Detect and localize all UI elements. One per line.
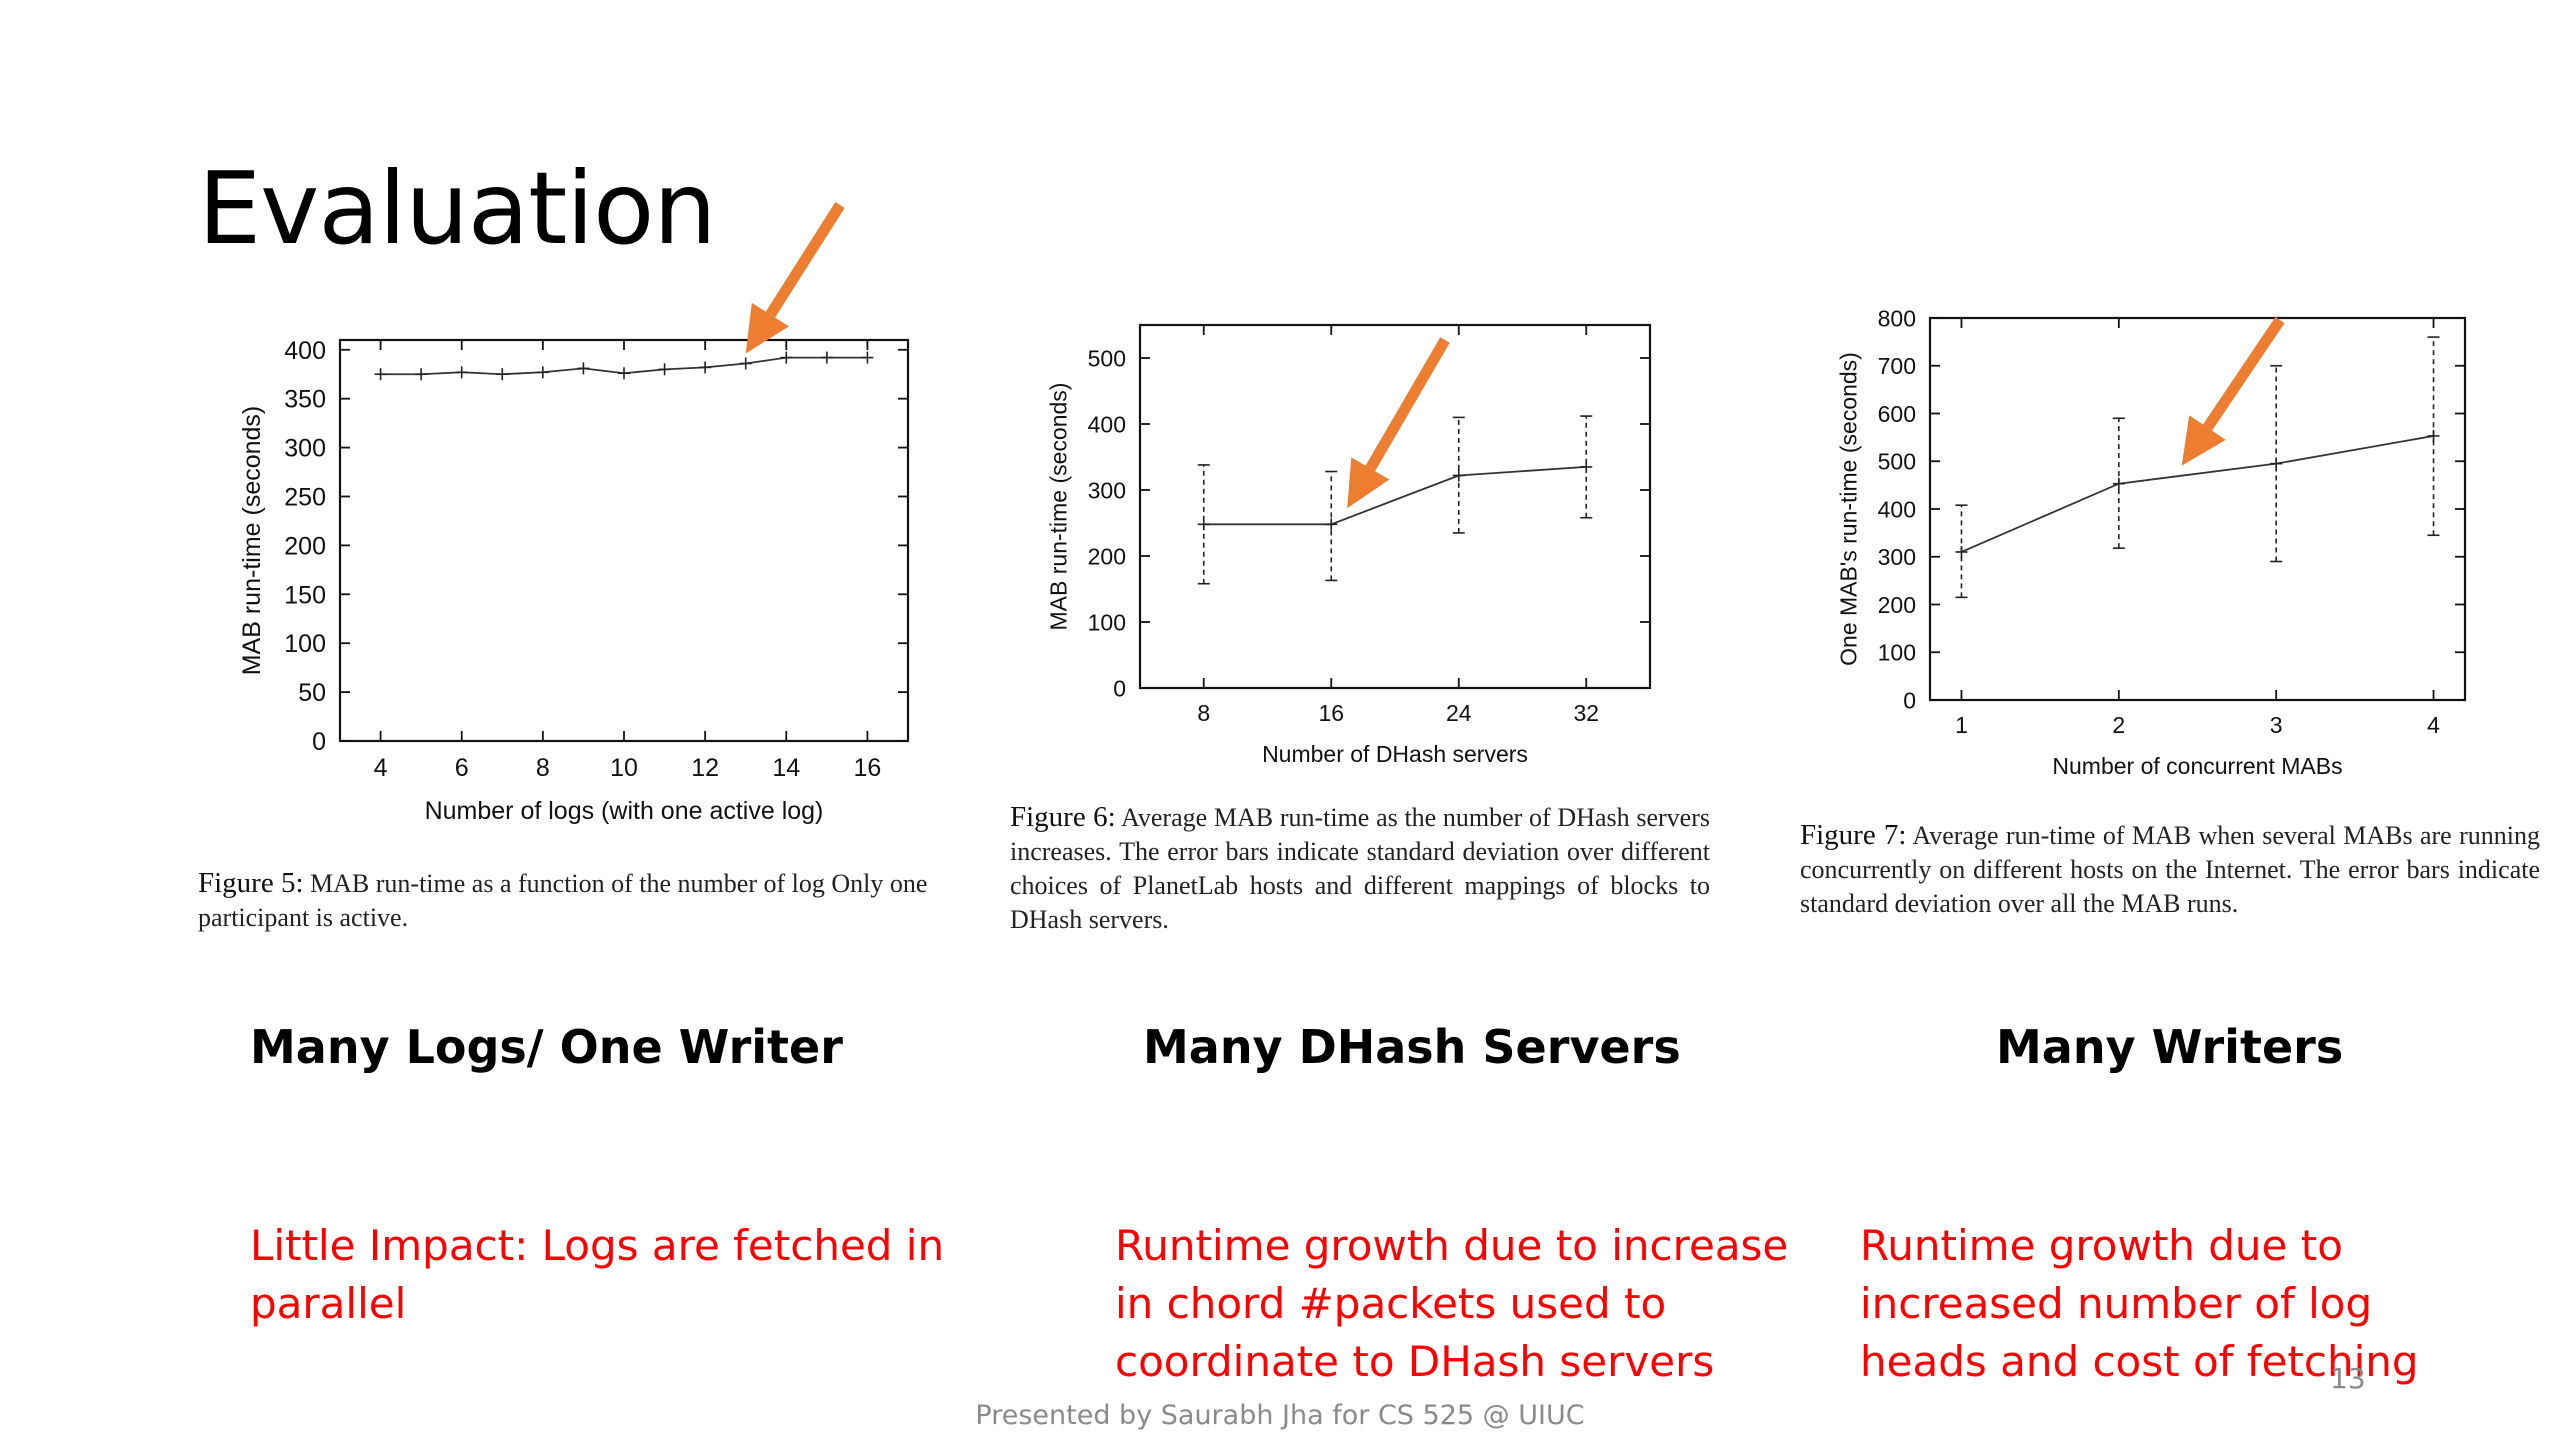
x-tick-label: 3 (2270, 712, 2283, 738)
y-tick-label: 0 (1903, 687, 1916, 713)
y-tick-label: 0 (1113, 675, 1126, 701)
plot-frame (1928, 316, 2467, 702)
x-tick-label: 6 (455, 754, 469, 782)
x-tick-label: 8 (1197, 700, 1210, 726)
figure-5-caption-text: MAB run-time as a function of the number… (198, 869, 928, 932)
y-tick-label: 100 (284, 630, 326, 658)
figure-7-caption: Figure 7: Average run-time of MAB when s… (1800, 818, 2540, 921)
y-tick-label: 700 (1878, 353, 1916, 379)
figure-5-caption: Figure 5: MAB run-time as a function of … (198, 866, 943, 935)
figure-5-label: Figure 5: (198, 867, 304, 899)
footer-credit: Presented by Saurabh Jha for CS 525 @ UI… (975, 1400, 1585, 1431)
figure-6-caption-text: Average MAB run-time as the number of DH… (1010, 803, 1710, 934)
x-tick-label: 1 (1955, 712, 1968, 738)
y-tick-label: 400 (1088, 411, 1126, 437)
y-tick-label: 300 (1878, 544, 1916, 570)
highlight-arrow-head (745, 302, 789, 354)
x-tick-label: 24 (1446, 700, 1472, 726)
series-line (1203, 466, 1587, 526)
x-axis-label: Number of concurrent MABs (2052, 753, 2342, 779)
heading-many-dhash-servers: Many DHash Servers (1143, 1020, 1681, 1074)
y-tick-label: 100 (1878, 640, 1916, 666)
y-tick-label: 500 (1878, 449, 1916, 475)
highlight-arrow (765, 202, 845, 318)
y-tick-label: 300 (284, 435, 326, 463)
y-axis-label: MAB run-time (seconds) (1045, 383, 1071, 631)
y-axis-label: MAB run-time (seconds) (238, 406, 266, 676)
y-tick-label: 500 (1088, 345, 1126, 371)
y-tick-label: 250 (284, 483, 326, 511)
x-tick-label: 10 (610, 754, 638, 782)
figure-6-caption: Figure 6: Average MAB run-time as the nu… (1010, 800, 1710, 937)
note-many-logs: Little Impact: Logs are fetched in paral… (250, 1221, 945, 1328)
y-tick-label: 100 (1088, 609, 1126, 635)
plot-frame (1138, 323, 1652, 690)
note-many-writers: Runtime growth due to increased number o… (1860, 1221, 2419, 1386)
figure-7-label: Figure 7: (1800, 819, 1907, 851)
page-number: 13 (2330, 1362, 2366, 1395)
highlight-arrow-head (1347, 457, 1390, 509)
y-tick-label: 50 (298, 679, 326, 707)
x-tick-label: 14 (772, 754, 800, 782)
note-many-dhash-servers: Runtime growth due to increase in chord … (1115, 1221, 1789, 1386)
chart-3: 1 2 3 4 0 100 200 300 400 500 600 700 800 Number of c… (1835, 305, 2467, 779)
figure-7-caption-text: Average run-time of MAB when several MAB… (1800, 821, 2540, 918)
heading-many-logs: Many Logs/ One Writer (250, 1020, 843, 1074)
x-tick-label: 16 (1318, 700, 1344, 726)
series-line (1961, 435, 2434, 553)
plot-frame (338, 338, 910, 743)
x-tick-label: 12 (691, 754, 719, 782)
y-tick-label: 800 (1878, 305, 1916, 331)
highlight-arrow (2202, 316, 2285, 431)
x-axis-label: Number of logs (with one active log) (425, 797, 824, 825)
x-tick-label: 4 (374, 754, 388, 782)
y-tick-label: 400 (284, 337, 326, 365)
y-tick-label: 600 (1878, 401, 1916, 427)
x-axis-label: Number of DHash servers (1262, 741, 1528, 767)
highlight-arrow (1365, 337, 1450, 472)
x-tick-label: 4 (2427, 712, 2440, 738)
y-tick-label: 400 (1878, 496, 1916, 522)
chart-2: 8 16 24 32 0 100 200 300 400 500 Number of DHash s… (1045, 323, 1652, 767)
figure-6-label: Figure 6: (1010, 801, 1116, 833)
slide-title: Evaluation (198, 150, 717, 267)
heading-many-writers: Many Writers (1996, 1020, 2344, 1074)
y-axis-label: One MAB's run-time (seconds) (1835, 352, 1861, 666)
x-tick-label: 2 (2112, 712, 2125, 738)
x-tick-label: 16 (854, 754, 882, 782)
y-tick-label: 150 (284, 581, 326, 609)
x-tick-label: 8 (536, 754, 550, 782)
y-tick-label: 200 (1088, 543, 1126, 569)
y-tick-label: 200 (284, 532, 326, 560)
x-tick-label: 32 (1573, 700, 1599, 726)
y-tick-label: 200 (1878, 592, 1916, 618)
highlight-arrow-head (2181, 415, 2226, 466)
y-tick-label: 350 (284, 386, 326, 414)
y-tick-label: 300 (1088, 477, 1126, 503)
y-tick-label: 0 (312, 728, 326, 756)
chart-1: 4 6 8 10 12 14 16 0 50 100 150 200 250 300 350 400 Numbe… (238, 202, 910, 825)
